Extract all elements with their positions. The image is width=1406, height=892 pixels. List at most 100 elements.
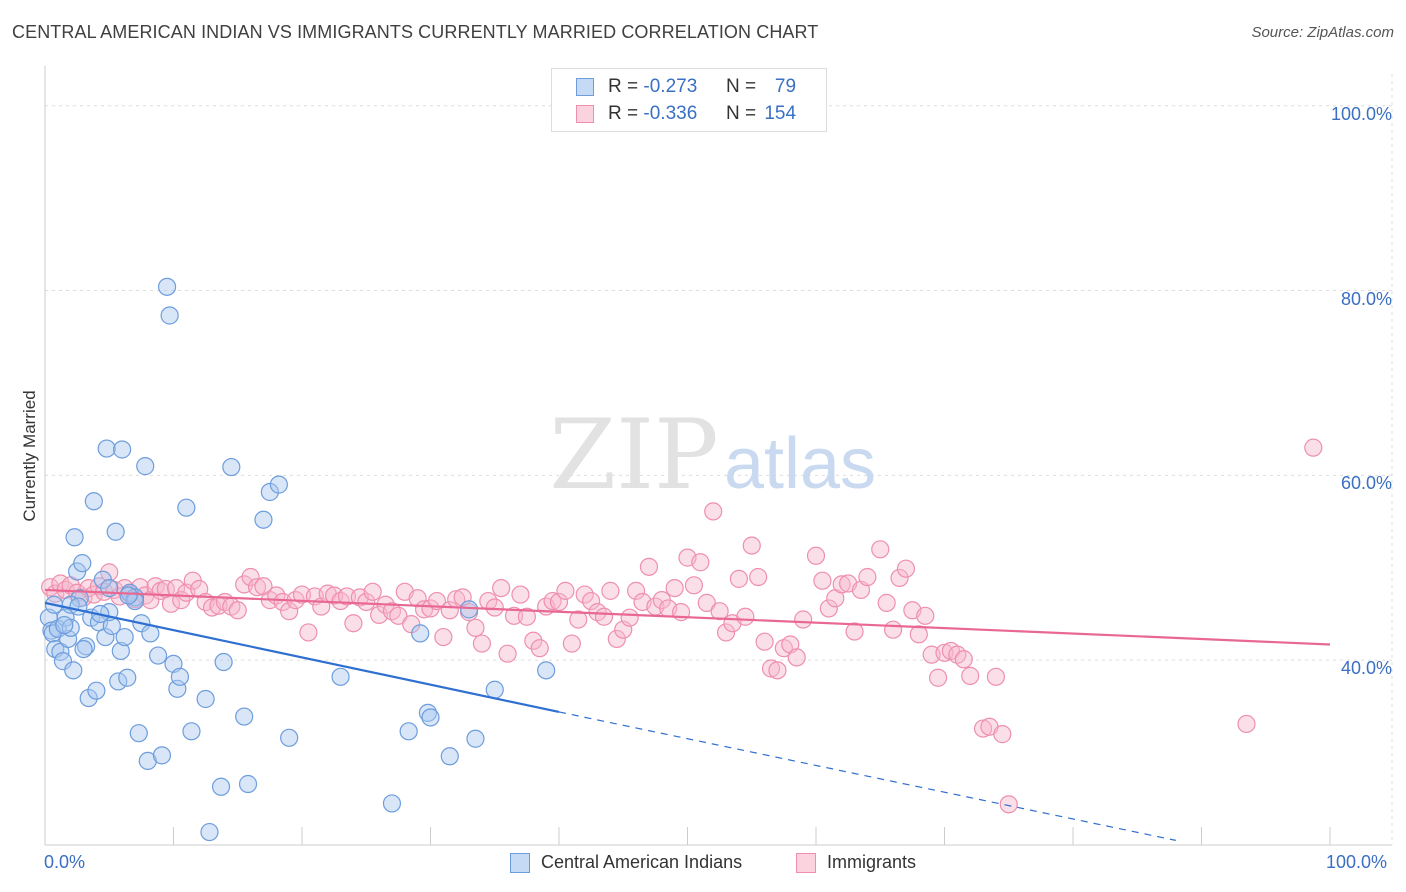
data-point bbox=[177, 498, 196, 517]
data-point bbox=[129, 724, 148, 743]
x-tick-label-min: 0.0% bbox=[44, 852, 86, 872]
trend-line-extension bbox=[558, 711, 1176, 841]
legend-n-value: 79 bbox=[774, 76, 797, 97]
legend-r-value: -0.273 bbox=[643, 76, 698, 97]
legend-label-central-american-indians: Central American Indians bbox=[541, 852, 743, 872]
data-point bbox=[543, 591, 562, 611]
data-point bbox=[69, 597, 88, 616]
data-point bbox=[582, 591, 601, 611]
data-point bbox=[79, 688, 98, 708]
data-point bbox=[157, 277, 177, 296]
data-point bbox=[64, 661, 83, 680]
legend-swatch-central-american-indians bbox=[510, 852, 530, 873]
data-point bbox=[434, 627, 453, 647]
data-point bbox=[556, 581, 575, 600]
data-point bbox=[549, 592, 569, 612]
data-point bbox=[845, 622, 864, 641]
axes bbox=[44, 66, 1392, 846]
data-point bbox=[466, 618, 485, 637]
legend-label-immigrants: Immigrants bbox=[827, 852, 917, 872]
legend-n-label: N = bbox=[725, 76, 757, 97]
data-point bbox=[421, 708, 440, 727]
data-point bbox=[537, 661, 556, 680]
data-point bbox=[228, 601, 247, 620]
data-point bbox=[877, 593, 896, 612]
data-point bbox=[440, 747, 459, 766]
data-point bbox=[299, 623, 318, 642]
data-point bbox=[890, 568, 909, 588]
grid-lines bbox=[45, 74, 1393, 845]
data-point bbox=[896, 559, 916, 578]
data-point bbox=[684, 576, 704, 595]
data-point bbox=[524, 631, 543, 650]
data-point bbox=[100, 579, 119, 598]
data-point bbox=[53, 652, 73, 671]
central-american-indians-points bbox=[39, 277, 556, 842]
data-point bbox=[986, 667, 1006, 686]
data-point bbox=[736, 607, 755, 626]
data-point bbox=[115, 627, 134, 647]
data-point bbox=[691, 553, 710, 572]
data-point bbox=[492, 579, 511, 598]
data-point bbox=[511, 585, 530, 604]
data-point bbox=[620, 608, 639, 627]
data-point bbox=[562, 634, 581, 653]
data-point bbox=[485, 598, 504, 617]
chart-title: CENTRAL AMERICAN INDIAN VS IMMIGRANTS CU… bbox=[12, 22, 819, 42]
data-point bbox=[382, 794, 402, 813]
data-point bbox=[119, 586, 138, 605]
data-point bbox=[148, 646, 168, 665]
y-tick-label: 80.0% bbox=[1340, 288, 1392, 309]
data-point bbox=[504, 606, 524, 625]
data-point bbox=[363, 582, 382, 601]
data-point bbox=[238, 774, 258, 794]
data-point bbox=[517, 607, 536, 626]
data-point bbox=[710, 602, 729, 621]
watermark-zip: ZIP bbox=[549, 399, 718, 511]
data-point bbox=[344, 614, 363, 633]
data-point bbox=[106, 522, 125, 541]
data-point bbox=[247, 578, 267, 597]
data-point bbox=[241, 567, 260, 587]
data-point bbox=[639, 557, 659, 576]
data-point bbox=[794, 610, 813, 629]
data-point bbox=[871, 540, 890, 559]
data-point bbox=[1237, 714, 1256, 734]
y-tick-label: 40.0% bbox=[1340, 658, 1392, 679]
data-point bbox=[729, 569, 749, 588]
data-point bbox=[269, 475, 288, 494]
y-tick-label: 100.0% bbox=[1330, 103, 1392, 124]
data-point bbox=[77, 637, 96, 656]
legend-n-value: 154 bbox=[764, 103, 797, 124]
data-point bbox=[211, 777, 231, 796]
data-point bbox=[704, 502, 723, 521]
legend-n-label: N = bbox=[725, 103, 757, 124]
data-point bbox=[97, 439, 116, 458]
data-point bbox=[280, 728, 299, 747]
data-point bbox=[530, 639, 549, 658]
correlation-legend: R = -0.273 N = 79 R = -0.336 N = 154 bbox=[551, 68, 827, 132]
source-label: Source: ZipAtlas.com bbox=[1251, 24, 1394, 41]
data-point bbox=[665, 579, 684, 598]
data-point bbox=[337, 587, 357, 606]
data-point bbox=[601, 581, 620, 600]
data-point bbox=[112, 440, 132, 459]
data-point bbox=[716, 623, 736, 642]
data-point bbox=[916, 606, 935, 625]
data-point bbox=[883, 620, 903, 639]
data-point bbox=[697, 593, 716, 612]
data-point bbox=[755, 632, 774, 651]
data-point bbox=[96, 627, 115, 647]
data-point bbox=[87, 681, 106, 700]
trend-line-immigrants bbox=[44, 588, 1331, 646]
data-point bbox=[806, 546, 826, 565]
data-point bbox=[55, 615, 74, 635]
data-point bbox=[954, 650, 973, 669]
data-point bbox=[761, 659, 781, 678]
data-point bbox=[399, 722, 418, 741]
data-point bbox=[141, 591, 160, 610]
data-point bbox=[594, 607, 614, 626]
data-point bbox=[214, 652, 233, 672]
data-point bbox=[485, 680, 504, 699]
